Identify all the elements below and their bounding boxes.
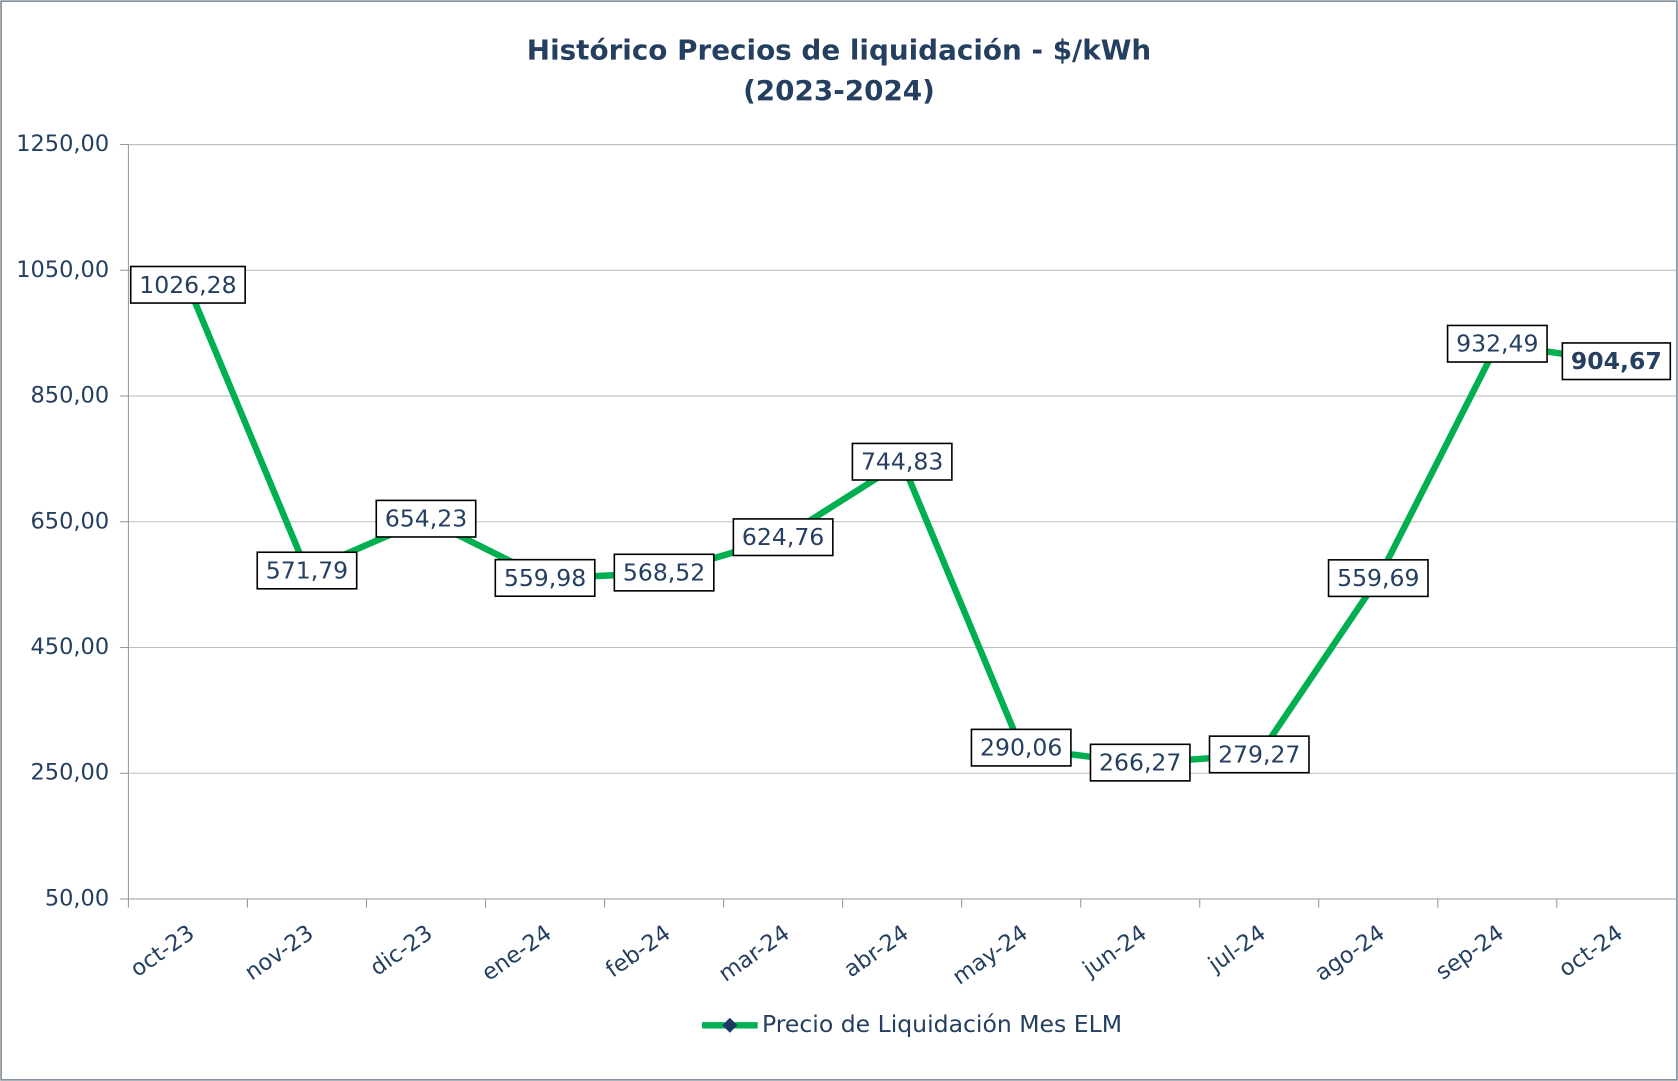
data-label-box bbox=[1208, 735, 1310, 774]
data-label-text: 1026,28 bbox=[139, 271, 236, 299]
y-tick-label: 1050,00 bbox=[16, 257, 109, 283]
data-label-text: 559,69 bbox=[1337, 564, 1419, 592]
data-label-box bbox=[1561, 342, 1672, 381]
legend-marker bbox=[722, 1017, 738, 1033]
data-label: 279,27 bbox=[1208, 735, 1310, 774]
data-label: 904,67 bbox=[1561, 342, 1672, 381]
data-label-box bbox=[851, 442, 953, 481]
data-label-text: 290,06 bbox=[980, 734, 1062, 762]
data-label-text: 266,27 bbox=[1099, 749, 1181, 777]
data-label-box bbox=[1089, 743, 1191, 782]
y-tick-label: 250,00 bbox=[31, 760, 110, 786]
data-label: 568,52 bbox=[613, 553, 715, 592]
data-label-text: 654,23 bbox=[385, 505, 467, 533]
data-label-text: 624,76 bbox=[742, 523, 824, 551]
data-label: 571,79 bbox=[256, 551, 358, 590]
data-label: 624,76 bbox=[732, 518, 834, 557]
data-label-text: 932,49 bbox=[1456, 330, 1538, 358]
y-tick-label: 50,00 bbox=[45, 886, 109, 912]
data-label: 559,69 bbox=[1327, 559, 1429, 598]
data-label-text: 559,98 bbox=[504, 564, 586, 592]
data-label: 266,27 bbox=[1089, 743, 1191, 782]
data-label-box bbox=[494, 558, 596, 598]
data-label: 1026,28 bbox=[129, 265, 246, 304]
chart-title: Histórico Precios de liquidación - $/kWh bbox=[527, 33, 1151, 66]
data-label-box bbox=[732, 518, 834, 557]
data-label-text: 568,52 bbox=[623, 559, 705, 587]
data-label: 654,23 bbox=[375, 499, 477, 538]
data-label-box bbox=[1446, 324, 1548, 363]
chart-subtitle: (2023-2024) bbox=[743, 74, 935, 107]
y-tick-label: 850,00 bbox=[31, 383, 110, 409]
y-tick-label: 450,00 bbox=[31, 634, 110, 660]
data-label-box bbox=[129, 265, 246, 304]
data-label: 290,06 bbox=[970, 728, 1072, 767]
data-label-text: 744,83 bbox=[861, 448, 943, 476]
y-tick-label: 1250,00 bbox=[16, 131, 109, 157]
data-label-box bbox=[970, 728, 1072, 767]
data-label-box bbox=[375, 499, 477, 538]
data-label: 932,49 bbox=[1446, 324, 1548, 363]
data-label-text: 571,79 bbox=[266, 557, 348, 585]
data-label-text: 279,27 bbox=[1218, 740, 1300, 768]
data-label-box bbox=[256, 551, 358, 590]
data-label: 559,98 bbox=[494, 558, 596, 598]
data-label-box bbox=[1327, 559, 1429, 598]
y-tick-label: 650,00 bbox=[31, 508, 110, 534]
data-label: 744,83 bbox=[851, 442, 953, 481]
data-label-box bbox=[613, 553, 715, 592]
legend-label: Precio de Liquidación Mes ELM bbox=[762, 1010, 1122, 1038]
data-label-text: 904,67 bbox=[1571, 347, 1662, 375]
